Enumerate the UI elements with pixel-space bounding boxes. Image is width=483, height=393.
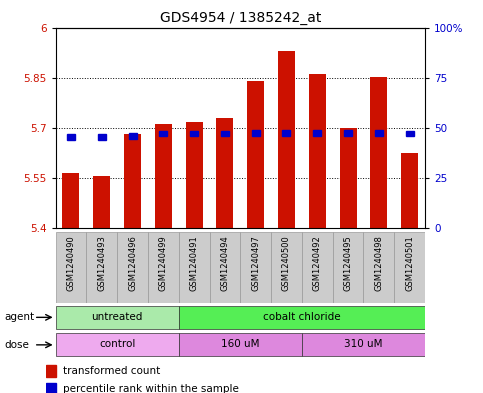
Bar	[394, 232, 425, 303]
Bar	[216, 118, 233, 228]
Text: GSM1240497: GSM1240497	[251, 235, 260, 291]
Bar	[271, 232, 302, 303]
Bar	[221, 131, 229, 136]
Bar	[98, 134, 106, 140]
Bar	[401, 153, 418, 228]
Text: GSM1240495: GSM1240495	[343, 235, 353, 291]
Bar	[333, 232, 364, 303]
Bar	[179, 232, 210, 303]
Bar	[283, 130, 290, 136]
Text: GSM1240500: GSM1240500	[282, 235, 291, 291]
Bar	[302, 232, 333, 303]
Text: control: control	[99, 339, 135, 349]
Text: GSM1240494: GSM1240494	[220, 235, 229, 291]
Bar	[370, 77, 387, 228]
Bar	[67, 134, 75, 140]
Bar	[46, 383, 56, 393]
Bar	[117, 232, 148, 303]
Text: percentile rank within the sample: percentile rank within the sample	[63, 384, 239, 393]
Text: GSM1240491: GSM1240491	[190, 235, 199, 291]
Bar	[340, 128, 356, 228]
Bar	[309, 74, 326, 228]
Bar	[62, 173, 79, 228]
Bar	[56, 333, 179, 356]
Bar	[302, 333, 425, 356]
Bar	[278, 51, 295, 228]
Text: GSM1240492: GSM1240492	[313, 235, 322, 291]
Bar	[344, 130, 352, 136]
Text: 310 uM: 310 uM	[344, 339, 383, 349]
Text: cobalt chloride: cobalt chloride	[263, 312, 341, 322]
Bar	[406, 131, 413, 136]
Text: transformed count: transformed count	[63, 366, 161, 376]
Bar	[128, 133, 137, 139]
Bar	[56, 232, 86, 303]
Bar	[179, 333, 302, 356]
Bar	[46, 365, 56, 377]
Text: GSM1240501: GSM1240501	[405, 235, 414, 291]
Bar	[313, 130, 321, 136]
Bar	[240, 232, 271, 303]
Title: GDS4954 / 1385242_at: GDS4954 / 1385242_at	[159, 11, 321, 25]
Bar	[364, 232, 394, 303]
Text: dose: dose	[5, 340, 30, 350]
Text: agent: agent	[5, 312, 35, 322]
Text: GSM1240498: GSM1240498	[374, 235, 384, 291]
Bar	[86, 232, 117, 303]
Bar	[124, 134, 141, 228]
Bar	[210, 232, 240, 303]
Text: untreated: untreated	[91, 312, 143, 322]
Bar	[190, 131, 198, 136]
Text: GSM1240496: GSM1240496	[128, 235, 137, 291]
Text: 160 uM: 160 uM	[221, 339, 259, 349]
Text: GSM1240499: GSM1240499	[159, 235, 168, 291]
Bar	[247, 81, 264, 228]
Bar	[159, 131, 167, 136]
Bar	[252, 130, 260, 136]
Bar	[179, 306, 425, 329]
Bar	[185, 122, 202, 228]
Text: GSM1240490: GSM1240490	[67, 235, 75, 291]
Bar	[155, 124, 172, 228]
Bar	[93, 176, 110, 228]
Bar	[148, 232, 179, 303]
Bar	[56, 306, 179, 329]
Bar	[375, 130, 383, 136]
Text: GSM1240493: GSM1240493	[97, 235, 106, 291]
